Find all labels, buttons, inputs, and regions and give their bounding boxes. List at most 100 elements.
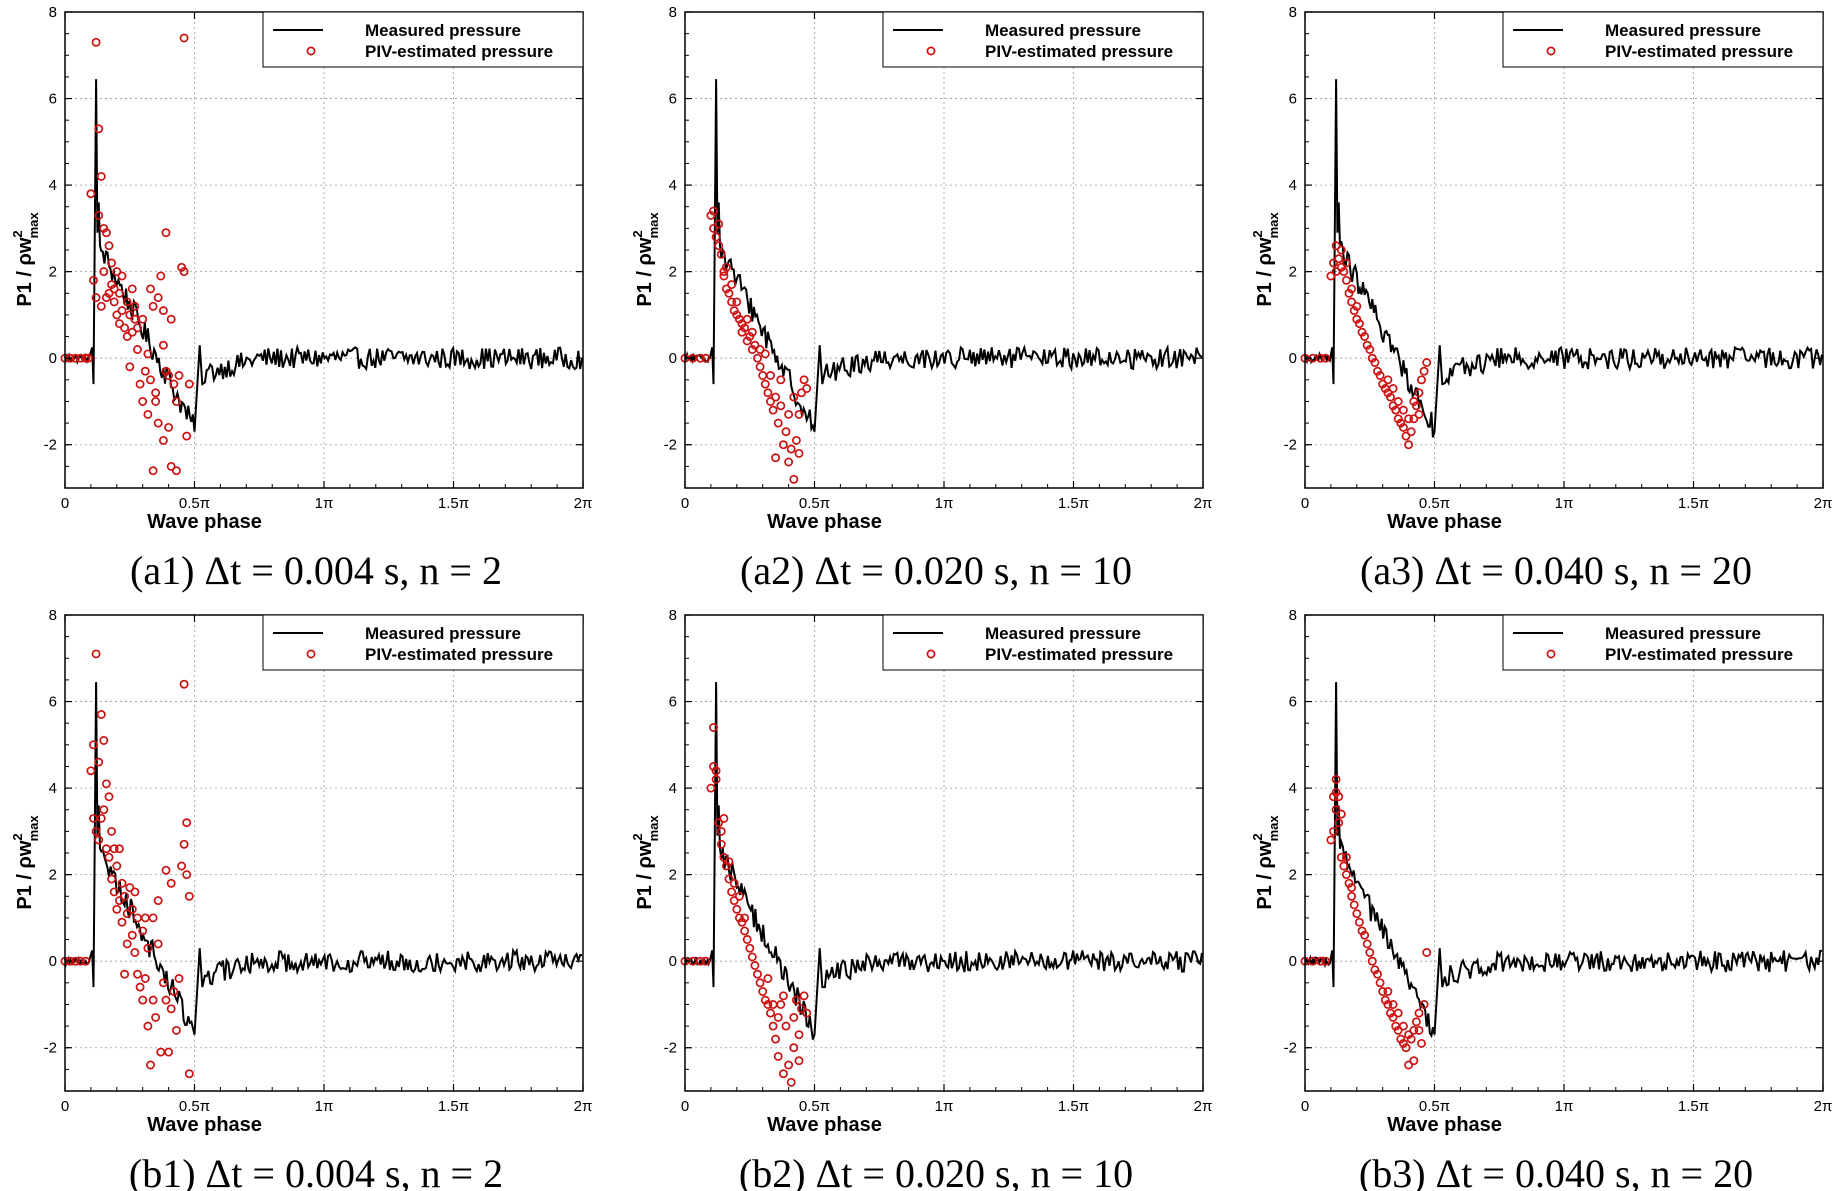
piv-point bbox=[1331, 805, 1341, 815]
piv-point bbox=[789, 474, 799, 484]
piv-point bbox=[112, 310, 122, 320]
legend-measured-label: Measured pressure bbox=[985, 21, 1141, 40]
y-tick-label: 8 bbox=[49, 4, 57, 21]
x-tick-label: 1.5π bbox=[1678, 495, 1709, 512]
legend-piv-label: PIV-estimated pressure bbox=[1605, 42, 1793, 61]
piv-point bbox=[158, 306, 168, 316]
piv-point bbox=[732, 904, 742, 914]
piv-point bbox=[1383, 1000, 1393, 1009]
piv-point bbox=[1336, 809, 1346, 819]
y-tick-label: 2 bbox=[49, 867, 57, 884]
piv-point bbox=[1339, 861, 1349, 871]
piv-point bbox=[140, 913, 150, 923]
piv-point bbox=[1388, 384, 1398, 393]
piv-point bbox=[153, 896, 163, 906]
piv-point bbox=[771, 392, 781, 402]
y-axis-label-sub: max bbox=[646, 815, 661, 842]
piv-point bbox=[716, 249, 726, 259]
piv-point bbox=[1409, 414, 1419, 424]
piv-point bbox=[747, 952, 757, 962]
y-axis-label-sup: 2 bbox=[1250, 230, 1265, 237]
y-tick-label: 2 bbox=[669, 867, 677, 884]
piv-point bbox=[768, 405, 778, 415]
piv-point bbox=[122, 909, 132, 919]
x-tick-label: 1π bbox=[935, 495, 954, 512]
piv-point bbox=[107, 258, 117, 268]
piv-point bbox=[1404, 1060, 1414, 1070]
piv-point bbox=[794, 1030, 804, 1040]
piv-point bbox=[789, 1012, 799, 1022]
piv-point bbox=[140, 366, 150, 376]
piv-point bbox=[768, 1021, 778, 1031]
piv-point bbox=[784, 1060, 794, 1070]
piv-point bbox=[120, 969, 130, 979]
piv-point bbox=[1380, 995, 1390, 1005]
x-tick-label: 0 bbox=[1301, 1098, 1309, 1115]
y-tick-label: 4 bbox=[1289, 177, 1297, 194]
piv-point bbox=[96, 710, 106, 719]
piv-point bbox=[122, 939, 132, 949]
y-tick-label: 2 bbox=[1289, 264, 1297, 281]
y-tick-label: 8 bbox=[669, 4, 677, 21]
piv-point bbox=[135, 379, 145, 389]
piv-point bbox=[161, 865, 171, 875]
x-tick-label: 0 bbox=[1301, 495, 1309, 512]
legend-box bbox=[1502, 614, 1824, 671]
piv-point bbox=[755, 362, 765, 372]
piv-point bbox=[148, 995, 158, 1005]
piv-point bbox=[1406, 427, 1416, 437]
piv-point bbox=[1404, 440, 1414, 450]
piv-point bbox=[117, 917, 127, 927]
piv-point bbox=[96, 813, 106, 823]
piv-point bbox=[714, 219, 724, 229]
measured-pressure-line bbox=[684, 682, 1203, 1040]
piv-point bbox=[716, 826, 726, 836]
piv-point bbox=[766, 397, 775, 406]
piv-point bbox=[727, 297, 737, 307]
y-axis-label-sup: 2 bbox=[10, 833, 25, 840]
piv-point bbox=[1383, 987, 1393, 996]
piv-point bbox=[140, 974, 150, 983]
piv-point bbox=[1406, 1034, 1416, 1044]
piv-point bbox=[161, 228, 171, 238]
piv-point bbox=[91, 649, 101, 659]
piv-point bbox=[104, 241, 114, 251]
y-tick-label: 8 bbox=[1289, 4, 1297, 21]
piv-point bbox=[1347, 891, 1357, 901]
piv-point bbox=[151, 1012, 161, 1022]
piv-point bbox=[1352, 301, 1362, 311]
y-axis-label-sub: max bbox=[26, 815, 41, 842]
x-axis-label: Wave phase bbox=[1387, 1114, 1502, 1136]
legend: Measured pressure PIV-estimated pressure bbox=[262, 11, 584, 68]
y-tick-label: 6 bbox=[1289, 694, 1297, 711]
piv-point bbox=[1347, 284, 1357, 294]
piv-point bbox=[109, 297, 119, 307]
x-tick-label: 2π bbox=[1814, 1098, 1833, 1115]
x-tick-label: 2π bbox=[1194, 495, 1213, 512]
piv-point bbox=[763, 388, 773, 398]
legend-measured-label: Measured pressure bbox=[985, 624, 1141, 643]
piv-point bbox=[799, 991, 809, 1001]
piv-point bbox=[701, 353, 711, 363]
piv-point bbox=[1393, 397, 1403, 406]
piv-point bbox=[1334, 254, 1344, 264]
piv-point bbox=[709, 223, 718, 233]
legend-piv-label: PIV-estimated pressure bbox=[985, 645, 1173, 664]
x-axis-label: Wave phase bbox=[767, 1114, 882, 1136]
piv-point bbox=[91, 826, 101, 836]
piv-point bbox=[101, 779, 111, 789]
piv-point bbox=[742, 935, 752, 944]
piv-point bbox=[184, 379, 194, 389]
piv-point bbox=[179, 267, 189, 277]
piv-point bbox=[732, 297, 742, 307]
measured-pressure-line bbox=[64, 79, 583, 432]
piv-point bbox=[169, 379, 179, 389]
piv-point bbox=[1393, 1025, 1403, 1035]
piv-point bbox=[179, 679, 189, 689]
piv-point bbox=[1347, 883, 1357, 893]
y-tick-label: 0 bbox=[49, 350, 57, 367]
piv-point bbox=[125, 310, 135, 320]
x-tick-label: 1π bbox=[1555, 495, 1574, 512]
